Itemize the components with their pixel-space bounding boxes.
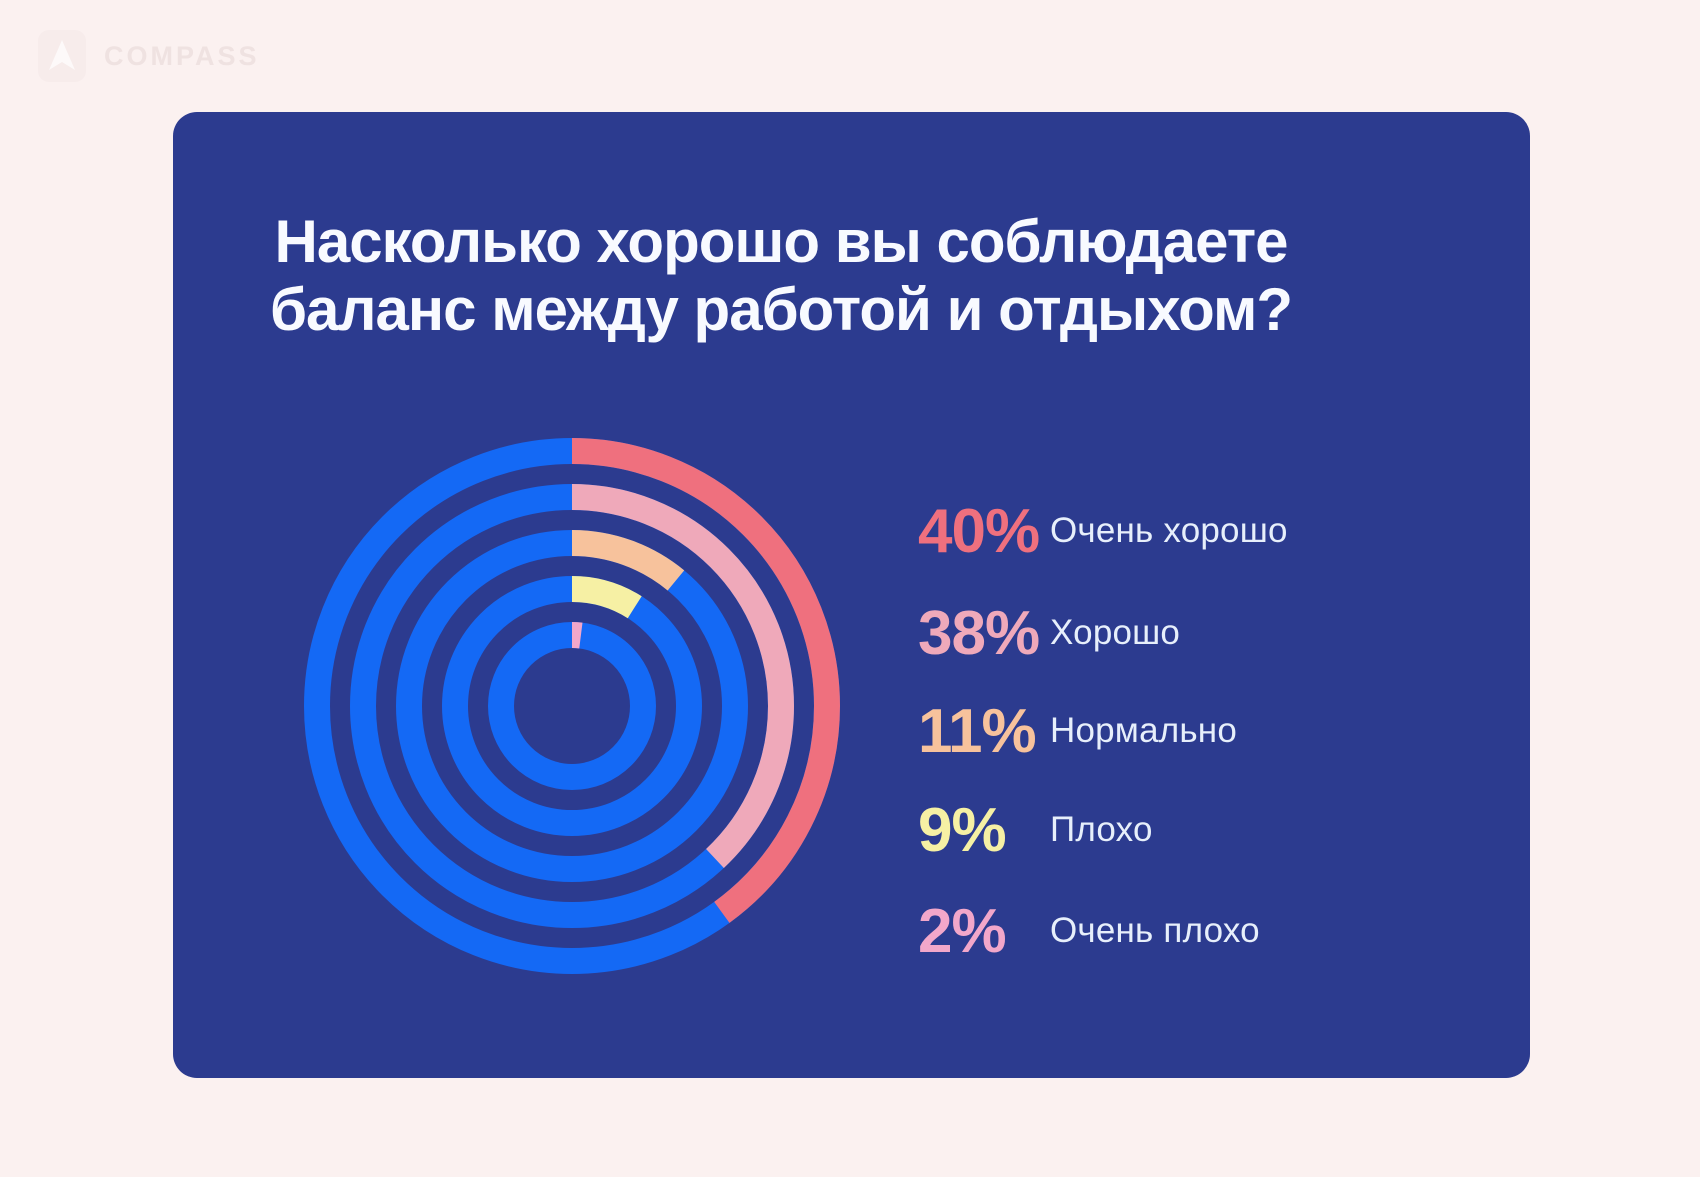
chart-title: Насколько хорошо вы соблюдаете баланс ме… [173,208,1389,344]
legend-label: Хорошо [1050,613,1181,652]
ring-track-4 [488,622,656,790]
legend-item: 38% Хорошо [918,593,1180,673]
legend-item: 40% Очень хорошо [918,491,1288,571]
ring-segment-Хорошо [350,484,794,928]
ring-segment-Очень хорошо [304,438,840,974]
brand-name: COMPASS [104,40,260,71]
infographic-card: Насколько хорошо вы соблюдаете баланс ме… [173,112,1530,1078]
legend-label: Плохо [1050,810,1153,849]
chart-title-line-1: Насколько хорошо вы соблюдаете [274,208,1289,275]
legend-value: 11% [918,696,1037,766]
legend-value: 40% [918,496,1040,566]
ring-segment-Очень плохо [488,622,656,790]
legend-label: Очень плохо [1050,911,1260,950]
balance-rings-chart [302,436,842,976]
legend-label: Нормально [1050,711,1237,750]
ring-segment-Плохо [442,576,702,836]
ring-segment-Нормально [396,530,748,882]
legend-item: 2% Очень плохо [918,891,1260,971]
legend-value: 2% [918,896,1007,966]
chart-title-line-2: баланс между работой и отдыхом? [270,276,1293,343]
compass-logo: COMPASS [38,30,260,82]
legend-item: 9% Плохо [918,790,1153,870]
legend-value: 38% [918,598,1040,668]
rings-svg [304,438,840,974]
legend-item: 11% Нормально [918,691,1237,771]
legend-label: Очень хорошо [1050,511,1288,550]
legend-value: 9% [918,795,1007,865]
compass-arrow-icon [38,30,86,82]
